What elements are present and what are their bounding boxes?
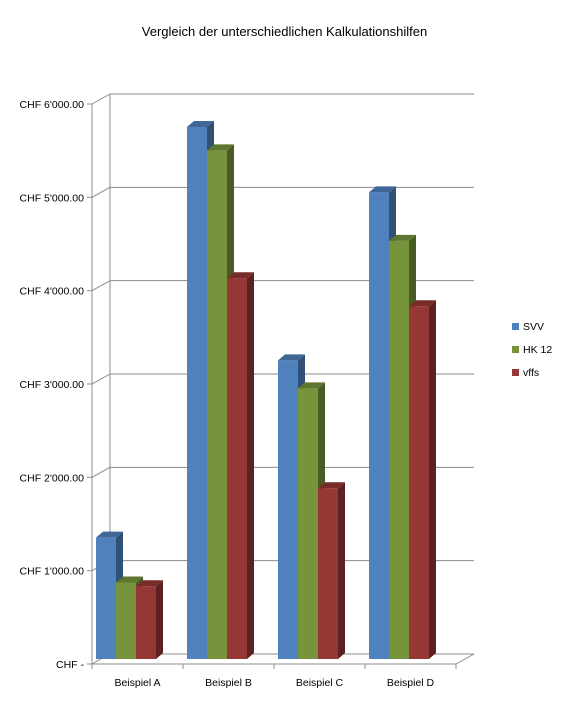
bar [136,580,163,659]
gridline [87,186,474,198]
legend-swatch [512,369,519,376]
gridline [87,93,474,105]
bar [409,300,436,659]
legend-label: SVV [523,321,544,333]
x-tick-label: Beispiel A [114,677,160,689]
y-tick-label: CHF 1'000.00 [20,566,85,578]
y-tick-label: CHF 4'000.00 [20,286,85,298]
bar [227,272,254,659]
bar [318,482,345,659]
legend-item: SVV [512,321,544,333]
legend-label: vffs [523,367,539,379]
y-tick-label: CHF 3'000.00 [20,379,85,391]
chart-title: Vergleich der unterschiedlichen Kalkulat… [141,24,428,39]
x-tick-label: Beispiel D [387,677,435,689]
x-tick-label: Beispiel C [296,677,344,689]
y-tick-label: CHF 2'000.00 [20,472,85,484]
y-tick-label: CHF - [56,659,84,671]
legend: SVV HK 12 vffs [512,321,552,379]
legend-item: vffs [512,367,539,379]
y-tick-label: CHF 6'000.00 [20,99,85,111]
legend-swatch [512,323,519,330]
floor-edge [455,653,475,665]
y-tick-label: CHF 5'000.00 [20,192,85,204]
legend-item: HK 12 [512,344,552,356]
legend-label: HK 12 [523,344,552,356]
x-tick-label: Beispiel B [205,677,252,689]
bars [96,121,436,660]
legend-swatch [512,346,519,353]
axis-labels: CHF - CHF 1'000.00 CHF 2'000.00 CHF 3'000.0… [20,99,435,689]
